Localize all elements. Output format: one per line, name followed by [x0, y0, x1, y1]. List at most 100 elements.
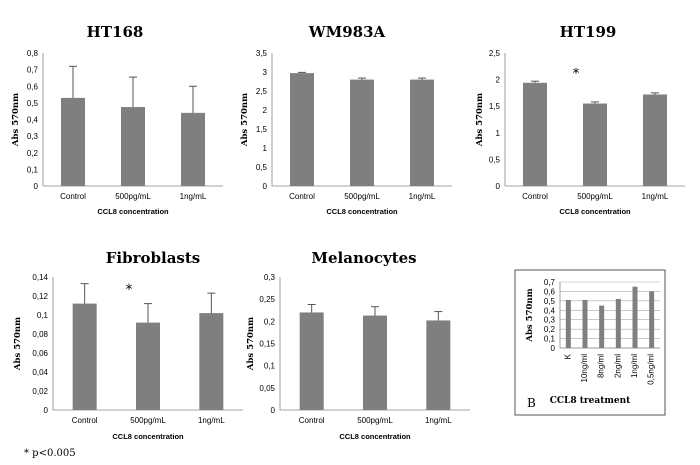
melanocytes-ytick-label: 0,1: [264, 362, 276, 371]
fibroblasts-category-label: 500pg/mL: [130, 416, 166, 425]
fibroblasts-ytick-label: 0: [44, 406, 49, 415]
inset-bar: [632, 286, 638, 348]
melanocytes-bar: [426, 320, 451, 410]
ht168-x-axis-label: CCL8 concentration: [97, 207, 169, 216]
wm983a-ytick-label: 3,5: [256, 49, 268, 58]
ht199-category-label: 500pg/mL: [577, 192, 613, 201]
fibroblasts-y-axis-label: Abs 570nm: [13, 317, 23, 371]
ht168-ytick-label: 0,4: [27, 116, 39, 125]
fibroblasts-ytick-label: 0,08: [32, 330, 48, 339]
wm983a-ytick-label: 1: [263, 144, 268, 153]
melanocytes-bar: [299, 312, 324, 410]
melanocytes-category-label: Control: [299, 416, 325, 425]
ht168-ytick-label: 0,6: [27, 82, 39, 91]
ht199-ytick-label: 1: [496, 129, 501, 138]
melanocytes-category-label: 500pg/mL: [357, 416, 393, 425]
fibroblasts-bar: [199, 313, 224, 410]
fibroblasts-bar: [136, 322, 160, 410]
ht168-ytick-label: 0: [34, 182, 39, 191]
inset-ytick-label: 0,7: [544, 278, 556, 287]
fibroblasts-ytick-label: 0,1: [37, 311, 49, 320]
ht168-y-axis-label: Abs 570nm: [11, 93, 21, 147]
inset-category-label: 0,5ng/ml: [647, 354, 656, 385]
melanocytes-ytick-label: 0,25: [259, 295, 275, 304]
wm983a-category-label: Control: [289, 192, 315, 201]
melanocytes-ytick-label: 0,15: [259, 340, 275, 349]
ht199-ytick-label: 1,5: [489, 102, 501, 111]
ht199-y-axis-label: Abs 570nm: [475, 93, 485, 147]
wm983a-ytick-label: 2: [263, 106, 268, 115]
ht168-ytick-label: 0,3: [27, 132, 39, 141]
fibroblasts-x-axis-label: CCL8 concentration: [112, 432, 184, 441]
ht199-category-label: Control: [522, 192, 548, 201]
fibroblasts-significance-star: *: [126, 282, 133, 298]
wm983a-x-axis-label: CCL8 concentration: [326, 207, 398, 216]
ht199-ytick-label: 2,5: [489, 49, 501, 58]
wm983a-category-label: 500pg/mL: [344, 192, 380, 201]
melanocytes-title: Melanocytes: [311, 249, 416, 267]
wm983a-bar: [290, 73, 314, 186]
inset-ytick-label: 0,1: [544, 335, 556, 344]
melanocytes-y-axis-label: Abs 570nm: [246, 317, 256, 371]
wm983a-y-axis-label: Abs 570nm: [240, 93, 250, 147]
wm983a-ytick-label: 0: [263, 182, 268, 191]
inset-x-axis-label: CCL8 treatment: [550, 396, 631, 406]
wm983a-ytick-label: 1,5: [256, 125, 268, 134]
fibroblasts-ytick-label: 0,02: [32, 387, 48, 396]
ht199-bar: [643, 94, 667, 186]
ht168-bar: [181, 112, 205, 186]
inset-bar: [599, 305, 605, 348]
inset-y-axis-label: Abs 570nm: [525, 288, 535, 342]
wm983a-bar: [350, 79, 374, 186]
inset-category-label: 1ng/ml: [630, 354, 639, 378]
ht168-category-label: Control: [60, 192, 86, 201]
ht168-category-label: 1ng/mL: [180, 192, 207, 201]
ht199-title: HT199: [560, 23, 617, 41]
melanocytes-ytick-label: 0,2: [264, 317, 276, 326]
fibroblasts-ytick-label: 0,14: [32, 273, 48, 282]
fibroblasts-ytick-label: 0,12: [32, 292, 48, 301]
inset-bar: [565, 299, 571, 348]
melanocytes-ytick-label: 0,3: [264, 273, 276, 282]
ht199-x-axis-label: CCL8 concentration: [559, 207, 631, 216]
inset-ytick-label: 0,6: [544, 287, 556, 296]
fibroblasts-title: Fibroblasts: [106, 249, 200, 267]
ht168-ytick-label: 0,2: [27, 149, 39, 158]
inset-category-label: K: [563, 353, 572, 359]
inset-category-label: 10ng/ml: [580, 354, 589, 383]
wm983a-category-label: 1ng/mL: [409, 192, 436, 201]
melanocytes-ytick-label: 0,05: [259, 384, 275, 393]
inset-bar: [582, 299, 588, 348]
wm983a-ytick-label: 3: [263, 68, 268, 77]
panel-label: B: [527, 396, 536, 410]
ht168-bar: [121, 107, 145, 186]
ht168-title: HT168: [87, 23, 144, 41]
ht199-bar: [583, 103, 607, 186]
inset-ytick-label: 0: [551, 344, 556, 353]
fibroblasts-category-label: 1ng/mL: [198, 416, 225, 425]
fibroblasts-bar: [72, 303, 97, 410]
wm983a-ytick-label: 2,5: [256, 87, 268, 96]
wm983a-title: WM983A: [308, 23, 386, 41]
wm983a-ytick-label: 0,5: [256, 163, 268, 172]
wm983a-bar: [410, 79, 434, 186]
ht199-ytick-label: 0: [496, 182, 501, 191]
inset-category-label: 8ng/ml: [597, 354, 606, 378]
ht168-category-label: 500pg/mL: [115, 192, 151, 201]
inset-bar: [615, 298, 621, 348]
ht199-ytick-label: 0,5: [489, 155, 501, 164]
melanocytes-ytick-label: 0: [271, 406, 276, 415]
ht199-category-label: 1ng/mL: [642, 192, 669, 201]
ht168-ytick-label: 0,5: [27, 99, 39, 108]
fibroblasts-ytick-label: 0,06: [32, 349, 48, 358]
inset-ytick-label: 0,5: [544, 297, 556, 306]
fibroblasts-ytick-label: 0,04: [32, 368, 48, 377]
melanocytes-x-axis-label: CCL8 concentration: [339, 432, 411, 441]
melanocytes-category-label: 1ng/mL: [425, 416, 452, 425]
inset-ytick-label: 0,3: [544, 316, 556, 325]
ht168-ytick-label: 0,7: [27, 66, 39, 75]
inset-ytick-label: 0,2: [544, 325, 556, 334]
ht199-significance-star: *: [573, 66, 580, 82]
ht168-bar: [61, 97, 85, 186]
